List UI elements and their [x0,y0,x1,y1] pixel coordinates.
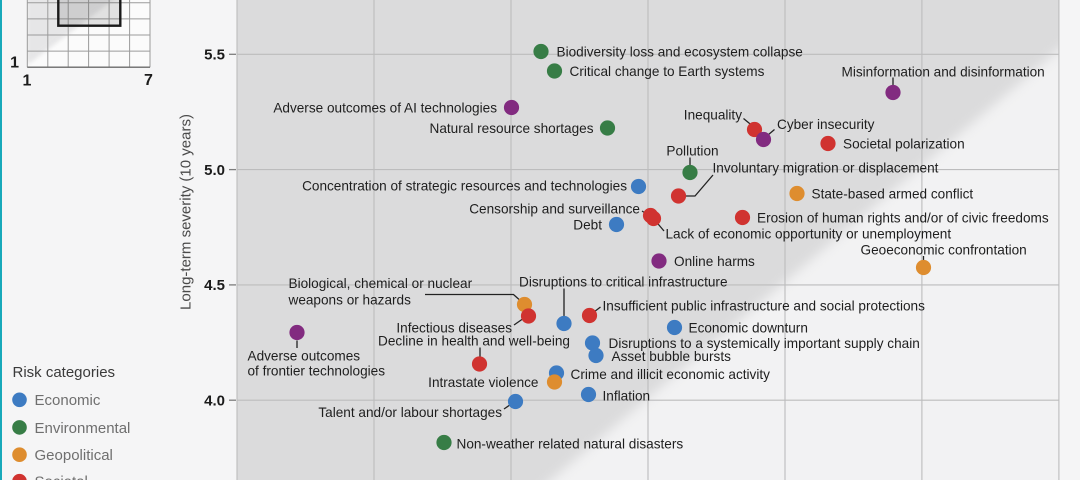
svg-text:Insufficient public infrastruc: Insufficient public infrastructure and s… [603,299,926,314]
svg-text:Asset bubble bursts: Asset bubble bursts [612,349,732,364]
svg-text:Talent and/or labour shortages: Talent and/or labour shortages [318,405,502,420]
svg-text:Disruptions to a systemically: Disruptions to a systemically important … [609,336,920,351]
svg-text:Disruptions to critical infras: Disruptions to critical infrastructure [519,275,728,290]
svg-text:Concentration of strategic res: Concentration of strategic resources and… [302,179,627,194]
svg-text:Decline in health and well-bei: Decline in health and well-being [378,334,570,349]
svg-text:Debt: Debt [573,218,602,233]
svg-text:Adverse outcomes: Adverse outcomes [248,349,361,364]
svg-text:Economic downturn: Economic downturn [689,321,808,336]
svg-text:4.0: 4.0 [204,393,225,410]
svg-text:Risk categories: Risk categories [13,364,116,381]
svg-text:Environmental: Environmental [35,420,131,437]
svg-text:1: 1 [10,55,19,72]
svg-text:of frontier technologies: of frontier technologies [248,364,386,379]
svg-text:Geopolitical: Geopolitical [35,447,113,464]
svg-text:7: 7 [144,72,153,89]
svg-text:Cyber insecurity: Cyber insecurity [777,117,875,132]
svg-text:Crime and illicit economic act: Crime and illicit economic activity [571,367,771,382]
svg-text:Involuntary migration or displ: Involuntary migration or displacement [713,161,939,176]
svg-text:Pollution: Pollution [666,144,718,159]
svg-text:Geoeconomic confrontation: Geoeconomic confrontation [861,243,1027,258]
svg-text:Lack of economic opportunity o: Lack of economic opportunity or unemploy… [666,227,952,242]
svg-text:5.5: 5.5 [204,47,225,64]
svg-text:weapons or hazards: weapons or hazards [288,293,412,308]
svg-text:Online harms: Online harms [674,254,755,269]
svg-text:Non-weather related natural di: Non-weather related natural disasters [457,437,684,452]
svg-text:Inflation: Inflation [603,389,651,404]
svg-text:Critical change to Earth syste: Critical change to Earth systems [570,64,765,79]
svg-text:State-based armed conflict: State-based armed conflict [812,187,974,202]
svg-text:Intrastate violence: Intrastate violence [428,375,538,390]
svg-text:Societal polarization: Societal polarization [843,137,965,152]
svg-text:Biodiversity loss and ecosyste: Biodiversity loss and ecosystem collapse [557,45,803,60]
svg-text:Misinformation and disinformat: Misinformation and disinformation [842,65,1045,80]
svg-text:Censorship and surveillance: Censorship and surveillance [469,202,640,217]
svg-text:Inequality: Inequality [684,108,742,123]
svg-text:Natural resource shortages: Natural resource shortages [430,121,594,136]
svg-text:Societal: Societal [35,474,88,480]
svg-text:5.0: 5.0 [204,162,225,179]
svg-text:Biological, chemical or nuclea: Biological, chemical or nuclear [289,276,473,291]
svg-text:Erosion of human rights and/or: Erosion of human rights and/or of civic … [757,211,1049,226]
svg-text:Economic: Economic [35,392,101,409]
svg-text:1: 1 [23,73,32,90]
svg-text:Adverse outcomes of AI technol: Adverse outcomes of AI technologies [273,101,497,116]
svg-text:Infectious diseases: Infectious diseases [396,321,512,336]
svg-text:Long-term severity (10 years): Long-term severity (10 years) [178,114,195,310]
svg-text:4.5: 4.5 [204,277,225,294]
